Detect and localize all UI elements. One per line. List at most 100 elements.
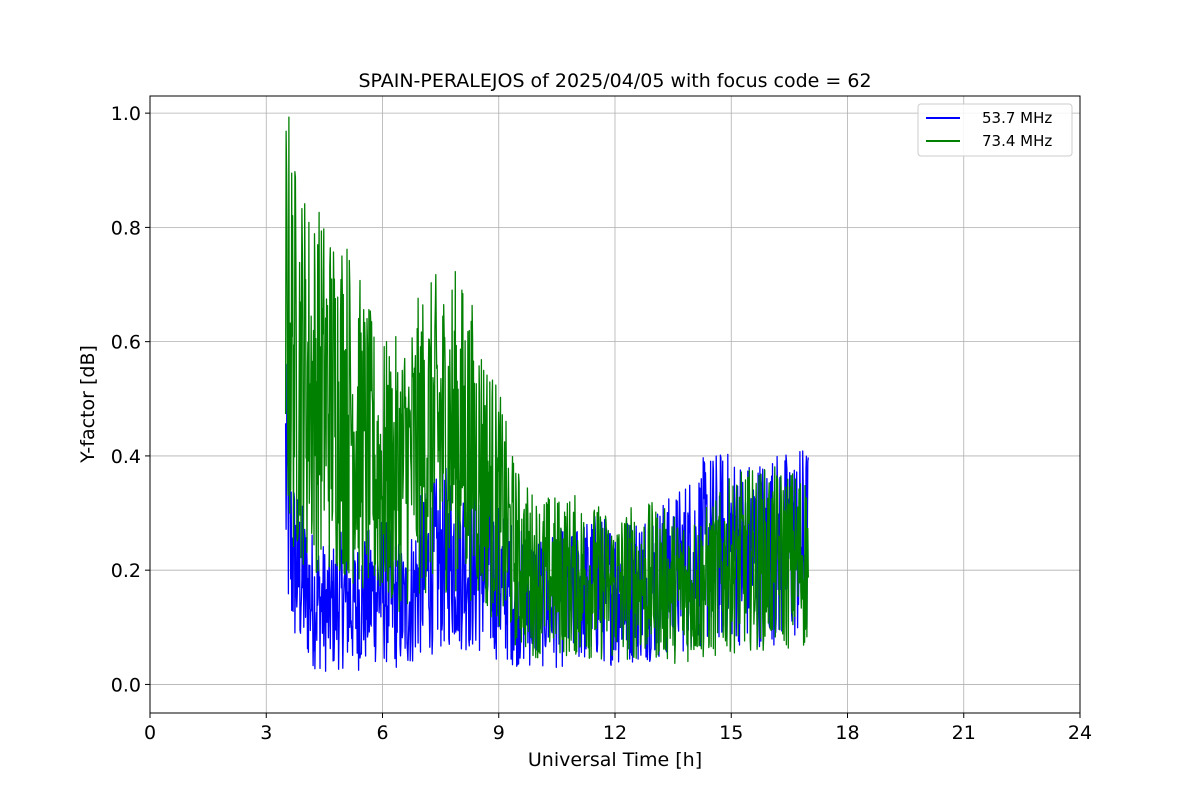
data-point <box>413 592 415 594</box>
data-point <box>405 609 407 611</box>
ticks: 0 3 6 9 12 15 18 21 24 0.0 0.2 0.4 0.6 0.8 1.0 <box>111 103 1092 744</box>
data-point <box>335 398 337 400</box>
data-point <box>634 581 636 583</box>
series-layer <box>284 116 810 672</box>
data-point <box>653 581 655 583</box>
x-tick-label: 6 <box>376 722 388 744</box>
y-tick-label: 1.0 <box>111 103 141 125</box>
data-point <box>769 558 771 560</box>
data-point <box>692 558 694 560</box>
data-point <box>731 564 733 566</box>
data-point <box>366 598 368 600</box>
x-tick-label: 3 <box>260 722 272 744</box>
data-point <box>614 587 616 589</box>
x-tick-label: 21 <box>952 722 976 744</box>
data-point <box>452 552 454 554</box>
y-tick-label: 0.0 <box>111 674 141 696</box>
data-point <box>374 467 376 469</box>
data-point <box>297 569 299 571</box>
data-point <box>328 609 330 611</box>
x-tick-label: 0 <box>144 722 156 744</box>
data-point <box>366 449 368 451</box>
data-point <box>521 564 523 566</box>
data-point <box>320 604 322 606</box>
data-point <box>436 564 438 566</box>
data-point <box>351 415 353 417</box>
data-point <box>514 552 516 554</box>
data-point <box>444 432 446 434</box>
data-point <box>374 592 376 594</box>
x-axis-label: Universal Time [h] <box>528 749 702 771</box>
data-point <box>289 329 291 331</box>
data-point <box>467 444 469 446</box>
data-point <box>285 467 287 469</box>
x-tick-label: 15 <box>719 722 743 744</box>
legend-label: 73.4 MHz <box>982 132 1052 150</box>
data-point <box>529 569 531 571</box>
data-point <box>459 432 461 434</box>
data-point <box>444 558 446 560</box>
data-point <box>287 307 289 309</box>
y-axis-label: Y-factor [dB] <box>77 345 99 464</box>
data-point <box>293 558 295 560</box>
data-point <box>397 472 399 474</box>
data-point <box>506 529 508 531</box>
data-point <box>483 472 485 474</box>
data-point <box>421 444 423 446</box>
data-point <box>382 472 384 474</box>
data-point <box>475 455 477 457</box>
x-tick-label: 12 <box>603 722 627 744</box>
data-point <box>312 387 314 389</box>
legend: 53.7 MHz 73.4 MHz <box>917 103 1073 157</box>
series-1 <box>284 116 810 664</box>
data-point <box>413 455 415 457</box>
data-point <box>351 604 353 606</box>
data-point <box>335 604 337 606</box>
data-point <box>595 581 597 583</box>
y-tick-label: 0.6 <box>111 332 141 354</box>
data-point <box>576 575 578 577</box>
data-point <box>390 478 392 480</box>
legend-label: 53.7 MHz <box>982 109 1052 127</box>
data-point <box>289 541 291 543</box>
data-point <box>537 575 539 577</box>
data-point <box>359 432 361 434</box>
data-point <box>304 375 306 377</box>
data-point <box>428 438 430 440</box>
data-point <box>320 387 322 389</box>
data-point <box>467 564 469 566</box>
data-point <box>428 569 430 571</box>
data-point <box>359 604 361 606</box>
data-point <box>343 398 345 400</box>
data-point <box>304 587 306 589</box>
data-point <box>297 364 299 366</box>
data-point <box>293 352 295 354</box>
x-tick-label: 24 <box>1068 722 1092 744</box>
data-point <box>475 569 477 571</box>
x-tick-label: 9 <box>493 722 505 744</box>
y-tick-label: 0.8 <box>111 217 141 239</box>
series-line <box>284 116 809 664</box>
data-point <box>459 558 461 560</box>
data-point <box>692 587 694 589</box>
chart-title: SPAIN-PERALEJOS of 2025/04/05 with focus… <box>358 70 871 92</box>
data-point <box>750 558 752 560</box>
data-point <box>789 558 791 560</box>
data-point <box>312 598 314 600</box>
data-point <box>390 598 392 600</box>
data-point <box>382 587 384 589</box>
x-tick-label: 18 <box>835 722 859 744</box>
data-point <box>343 598 345 600</box>
data-point <box>287 501 289 503</box>
data-point <box>490 489 492 491</box>
data-point <box>285 318 287 320</box>
data-point <box>556 575 558 577</box>
y-tick-label: 0.4 <box>111 446 141 468</box>
data-point <box>808 558 810 560</box>
data-point <box>328 398 330 400</box>
y-tick-label: 0.2 <box>111 560 141 582</box>
data-point <box>436 432 438 434</box>
data-point <box>452 427 454 429</box>
data-point <box>672 587 674 589</box>
